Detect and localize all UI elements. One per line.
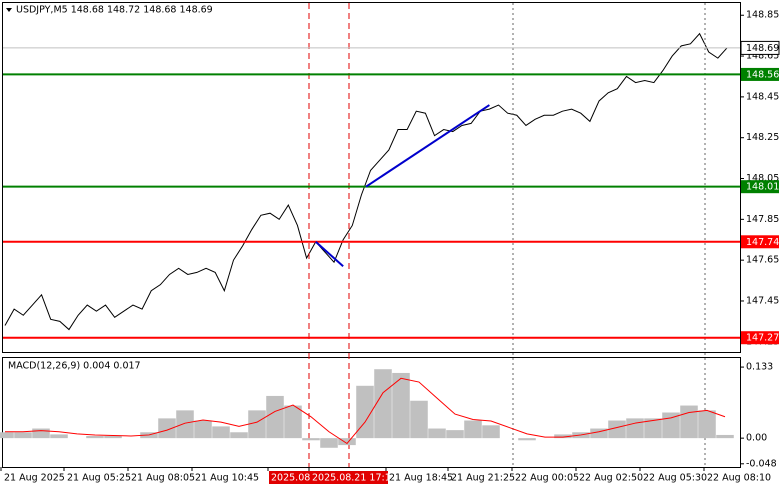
level-label-box	[741, 235, 779, 249]
y-tick-label: 147.65	[746, 255, 779, 266]
level-label-box	[741, 67, 779, 81]
histogram-bar	[50, 434, 68, 439]
level-label-box	[741, 180, 779, 194]
level-label: 148.01	[746, 182, 779, 193]
histogram-bar	[248, 410, 266, 439]
histogram-bar	[626, 418, 644, 439]
histogram-bar	[590, 428, 608, 439]
y-tick-label: 148.85	[746, 10, 779, 21]
last-price-label: 148.69	[746, 43, 779, 54]
x-tick-label: 21 Aug 05:25	[67, 473, 131, 484]
menu-arrow[interactable]	[6, 8, 12, 12]
histogram-bar	[644, 418, 662, 439]
x-tick-label: 2025.08.	[271, 473, 313, 484]
x-label-highlight	[310, 471, 388, 484]
histogram-bar	[86, 436, 104, 439]
y-tick-label: 147.45	[746, 295, 779, 306]
macd-panel	[2, 357, 741, 468]
y-tick-label: 0.133	[746, 362, 773, 373]
x-tick-label: 21 Aug 21:25	[451, 473, 515, 484]
trend-line	[365, 104, 490, 188]
histogram-bar	[212, 426, 230, 439]
histogram-bar	[320, 438, 338, 448]
histogram-bar	[356, 385, 374, 439]
histogram-bar	[392, 372, 410, 439]
histogram-bar	[374, 369, 392, 439]
chart-title: USDJPY,M5 148.68 148.72 148.68 148.69	[16, 5, 213, 16]
histogram-bar	[680, 405, 698, 439]
histogram-bar	[518, 438, 536, 441]
y-tick-label: 148.25	[746, 132, 779, 143]
histogram-bar	[176, 410, 194, 439]
y-tick-label: 148.05	[746, 173, 779, 184]
histogram-bar	[32, 428, 50, 439]
histogram-bar	[104, 436, 122, 439]
level-label: 148.56	[746, 69, 779, 80]
histogram-bar	[230, 432, 248, 439]
histogram-bar	[266, 395, 284, 439]
y-tick-label: 148.65	[746, 51, 779, 62]
y-tick-label: 147.85	[746, 214, 779, 225]
x-label-highlight	[269, 471, 313, 484]
histogram-bar	[716, 434, 734, 439]
histogram-bar	[698, 410, 716, 439]
histogram-bar	[608, 420, 626, 439]
last-price-box	[740, 40, 780, 55]
histogram-bar	[194, 420, 212, 439]
histogram-bar	[410, 400, 428, 439]
y-tick-label: 148.45	[746, 91, 779, 102]
macd-title: MACD(12,26,9) 0.004 0.017	[8, 361, 141, 372]
histogram-bar	[302, 438, 320, 441]
x-tick-label: 22 Aug 00:05	[515, 473, 579, 484]
histogram-bar	[428, 428, 446, 439]
price-line	[4, 32, 728, 331]
histogram-bar	[464, 420, 482, 439]
y-tick-label: 0.00	[746, 433, 767, 444]
histogram-bar	[554, 434, 572, 439]
histogram-bar	[0, 432, 14, 439]
x-tick-label: 21 Aug 18:45	[389, 473, 453, 484]
x-tick-label: 21 Aug 10:45	[195, 473, 259, 484]
level-label: 147.27	[746, 333, 779, 344]
x-tick-label: 21 Aug 08:05	[131, 473, 195, 484]
histogram-bar	[284, 405, 302, 439]
histogram-bar	[14, 432, 32, 439]
trend-line	[315, 241, 344, 268]
histogram-bar	[158, 418, 176, 439]
histogram-bar	[482, 425, 500, 439]
main-panel	[2, 2, 741, 353]
x-tick-label: 22 Aug 02:50	[579, 473, 643, 484]
level-label: 147.74	[746, 237, 779, 248]
histogram-bar	[338, 438, 356, 446]
x-tick-label: 22 Aug 05:30	[643, 473, 707, 484]
level-label-box	[741, 331, 779, 345]
y-tick-label: -0.048	[746, 458, 777, 469]
histogram-bar	[446, 430, 464, 439]
x-tick-label: 22 Aug 08:10	[707, 473, 771, 484]
x-tick-label: 2025.08.21 17:10	[312, 473, 397, 484]
x-tick-label: 21 Aug 2025	[4, 473, 65, 484]
signal-line	[5, 377, 726, 445]
